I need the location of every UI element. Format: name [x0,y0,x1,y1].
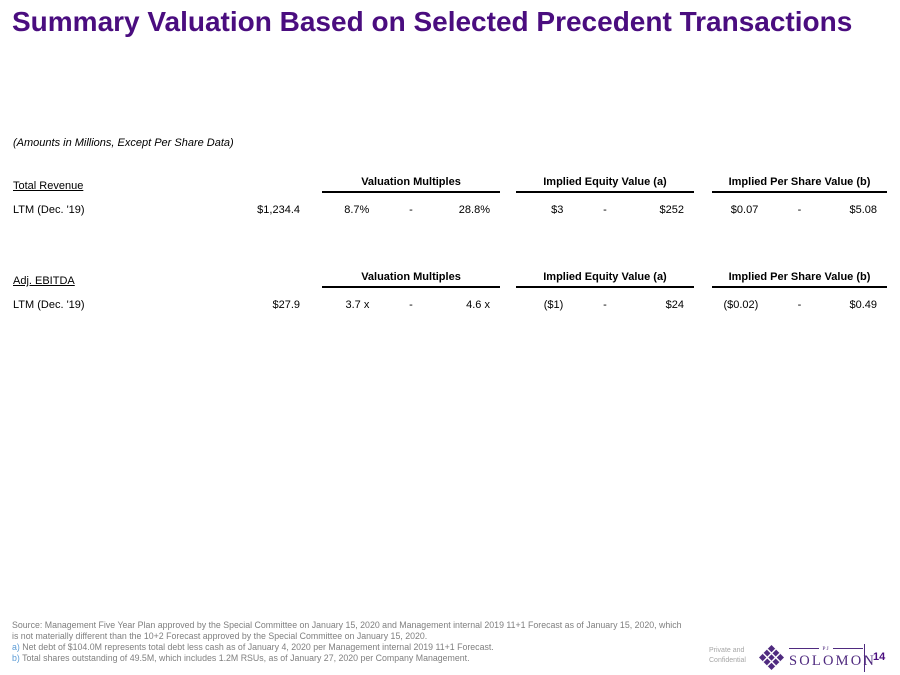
range-dash: - [603,299,607,311]
units-note: (Amounts in Millions, Except Per Share D… [13,137,234,149]
table-header-row: Adj. EBITDA Valuation Multiples Implied … [0,271,900,288]
section-label: Adj. EBITDA [13,275,75,287]
logo-rule-left [789,648,820,649]
page-number-divider [864,644,865,672]
logo-rule-right [832,648,864,649]
range-low: ($0.02) [723,299,759,311]
range-high: $5.08 [849,204,877,216]
confidentiality-line1: Private and [709,647,745,654]
row-label: LTM (Dec. '19) [13,204,85,216]
footnote-b: b) Total shares outstanding of 49.5M, wh… [12,653,686,664]
diamond-lattice-icon [759,645,784,670]
range-dash: - [797,299,802,311]
column-header-valuation-multiples: Valuation Multiples [322,176,500,193]
page-title: Summary Valuation Based on Selected Prec… [12,6,853,37]
range-dash: - [409,299,413,311]
table-header-row: Total Revenue Valuation Multiples Implie… [0,176,900,193]
pj-solomon-logo: PJ SOLOMON [759,645,877,670]
range-low: $3 [551,204,564,216]
range-low: ($1) [543,299,564,311]
adj-ebitda-table: Adj. EBITDA Valuation Multiples Implied … [0,271,900,311]
range-low: 3.7 x [345,299,370,311]
column-header-implied-per-share-value: Implied Per Share Value (b) [712,176,887,193]
range-high: $0.49 [849,299,877,311]
range-high: 28.8% [458,204,490,216]
column-header-implied-equity-value: Implied Equity Value (a) [516,176,694,193]
spacer [163,271,300,288]
range-high: 4.6 x [466,299,490,311]
column-header-implied-per-share-value: Implied Per Share Value (b) [712,271,887,288]
source-note: Source: Management Five Year Plan approv… [12,620,682,641]
range-dash: - [603,204,607,216]
range-dash: - [409,204,413,216]
implied-per-share-value-range: $0.07 - $5.08 [712,204,887,216]
section-label: Total Revenue [13,180,84,192]
confidentiality-line2: Confidential [709,656,746,664]
range-high: $24 [665,299,684,311]
range-low: 8.7% [344,204,370,216]
column-header-implied-equity-value: Implied Equity Value (a) [516,271,694,288]
range-dash: - [797,204,802,216]
implied-equity-value-range: ($1) - $24 [516,299,694,311]
valuation-multiples-range: 8.7% - 28.8% [322,204,500,216]
row-label: LTM (Dec. '19) [13,299,85,311]
implied-equity-value-range: $3 - $252 [516,204,694,216]
footnote-a-marker: a) [12,641,20,652]
metric-value: $27.9 [272,299,300,311]
logo-wordmark: PJ SOLOMON [789,645,877,670]
footnote-a: a) Net debt of $104.0M represents total … [12,642,686,653]
page-number: 14 [873,651,886,663]
spacer [163,176,300,193]
metric-value: $1,234.4 [257,204,300,216]
column-header-valuation-multiples: Valuation Multiples [322,271,500,288]
confidentiality-label: Private and Confidential [709,646,746,665]
valuation-multiples-range: 3.7 x - 4.6 x [322,299,500,311]
footnote-b-marker: b) [12,652,20,663]
footnote-b-text: Total shares outstanding of 49.5M, which… [19,652,470,663]
logo-pj-text: PJ [822,645,830,652]
range-low: $0.07 [730,204,759,216]
logo-pj-row: PJ [789,645,864,652]
footnotes: Source: Management Five Year Plan approv… [12,620,686,664]
table-row: LTM (Dec. '19) $27.9 3.7 x - 4.6 x ($1) … [0,299,900,311]
table-row: LTM (Dec. '19) $1,234.4 8.7% - 28.8% $3 … [0,204,900,216]
total-revenue-table: Total Revenue Valuation Multiples Implie… [0,176,900,216]
footnote-a-text: Net debt of $104.0M represents total deb… [19,641,494,652]
logo-name-text: SOLOMON [789,652,877,669]
implied-per-share-value-range: ($0.02) - $0.49 [712,299,887,311]
range-high: $252 [659,204,684,216]
